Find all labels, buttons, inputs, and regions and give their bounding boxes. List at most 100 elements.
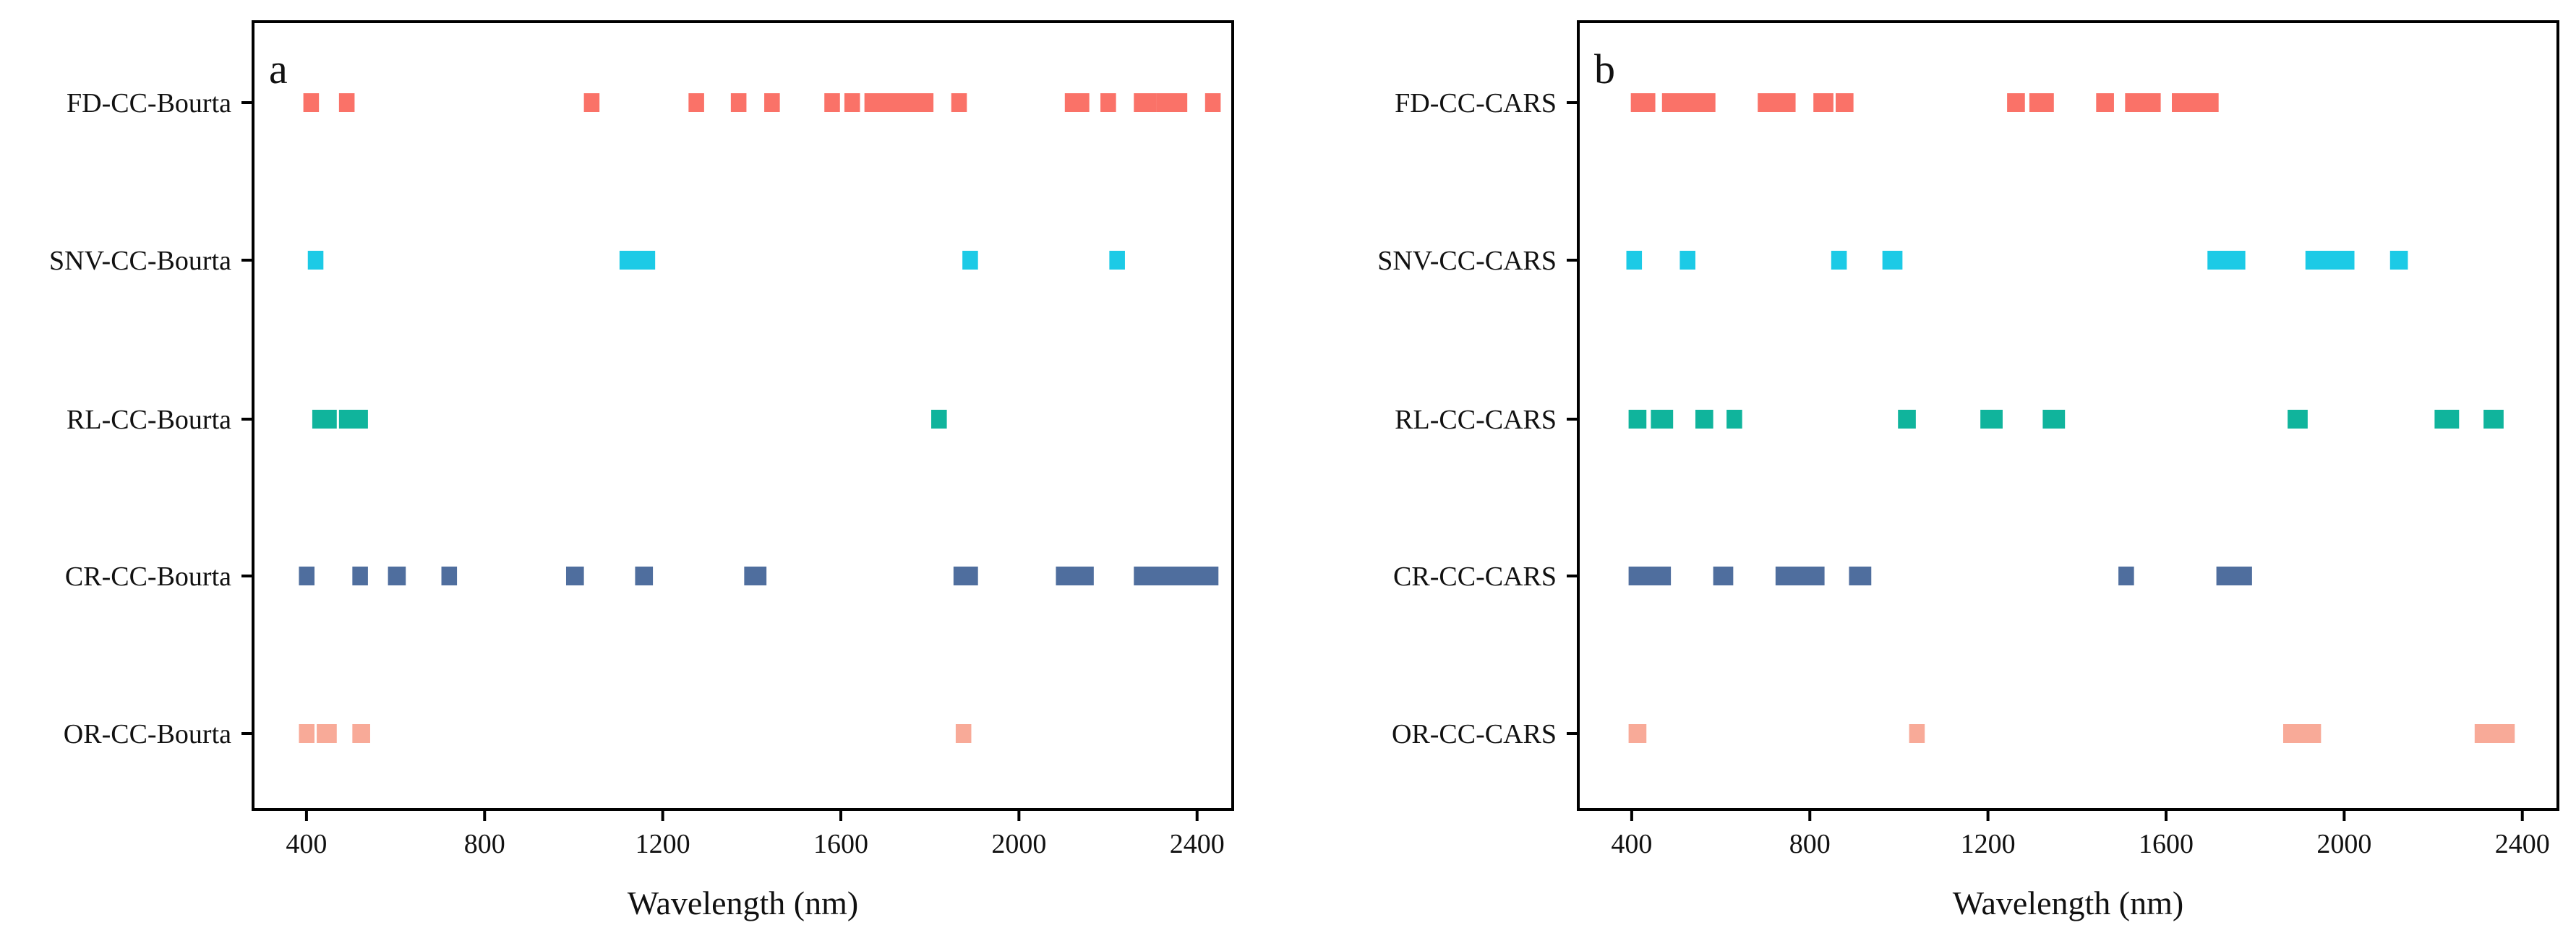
selected-band-mark	[2207, 251, 2246, 270]
selected-band-mark	[352, 567, 368, 585]
selected-band-mark	[1626, 251, 1643, 270]
selected-band-mark	[583, 93, 600, 112]
selected-band-mark	[1628, 567, 1672, 585]
selected-band-mark	[1651, 410, 1674, 429]
panel-label: b	[1594, 46, 1615, 93]
selected-band-mark	[2305, 251, 2355, 270]
selected-band-mark	[1156, 93, 1188, 112]
selected-band-mark	[951, 93, 967, 112]
selected-band-mark	[962, 251, 978, 270]
y-category-label: FD-CC-Bourta	[67, 88, 231, 119]
selected-band-mark	[299, 567, 314, 585]
panel-label: a	[269, 46, 288, 93]
series-fd-cc-bourta	[303, 93, 1221, 112]
x-tick-label: 1200	[636, 829, 690, 859]
selected-band-mark	[2474, 724, 2515, 743]
selected-band-mark	[2125, 93, 2161, 112]
x-tick-label: 400	[286, 829, 327, 859]
x-axis-title: Wavelength (nm)	[628, 885, 858, 921]
selected-band-mark	[1109, 251, 1125, 270]
selected-band-mark	[844, 93, 860, 112]
selected-band-mark	[730, 93, 747, 112]
selected-band-mark	[1849, 567, 1872, 585]
selected-band-mark	[2483, 410, 2504, 429]
selected-band-mark	[2288, 410, 2308, 429]
selected-band-mark	[2434, 410, 2460, 429]
x-tick-label: 1600	[2139, 829, 2194, 859]
selected-band-mark	[1204, 93, 1221, 112]
selected-band-mark	[338, 410, 368, 429]
selected-band-mark	[1056, 567, 1094, 585]
series-snv-cc-bourta	[307, 251, 1125, 270]
panel-b: b 400 800 1200 1600 2000 2400 Wavelength (nm) FD…	[1377, 20, 2559, 921]
plot-frame	[252, 20, 1234, 811]
selected-band-mark	[352, 724, 370, 743]
y-category-label: SNV-CC-Bourta	[49, 246, 231, 276]
selected-band-mark	[565, 567, 584, 585]
selected-band-mark	[2282, 724, 2322, 743]
selected-band-mark	[1898, 410, 1916, 429]
y-category-label: CR-CC-Bourta	[65, 562, 231, 592]
y-category-label: OR-CC-Bourta	[64, 719, 231, 749]
selected-band-mark	[1726, 410, 1742, 429]
series-rl-cc-bourta	[312, 410, 947, 429]
series-rl-cc-cars	[1628, 410, 2504, 429]
selected-band-mark	[1679, 251, 1695, 270]
selected-band-mark	[299, 724, 314, 743]
selected-band-mark	[1980, 410, 2003, 429]
selected-band-mark	[931, 410, 947, 429]
x-tick-label: 800	[464, 829, 505, 859]
series-or-cc-bourta	[299, 724, 972, 743]
selected-band-mark	[955, 724, 972, 743]
series-fd-cc-cars	[1630, 93, 2219, 112]
panel-a: a 400 800 1200 1600 2000 2400 Wavelength (nm) FD…	[49, 20, 1234, 921]
series-cr-cc-bourta	[299, 567, 1219, 585]
selected-band-mark	[824, 93, 840, 112]
selected-band-mark	[764, 93, 780, 112]
x-tick-label: 400	[1611, 829, 1652, 859]
y-category-label: CR-CC-CARS	[1393, 562, 1557, 592]
selected-band-mark	[1064, 93, 1090, 112]
x-tick-label: 2000	[2316, 829, 2371, 859]
selected-band-mark	[1695, 410, 1713, 429]
selected-band-mark	[953, 567, 978, 585]
selected-band-mark	[2118, 567, 2134, 585]
selected-band-mark	[307, 251, 324, 270]
selected-band-mark	[744, 567, 767, 585]
y-category-label: OR-CC-CARS	[1392, 719, 1557, 749]
selected-band-mark	[1661, 93, 1716, 112]
series-snv-cc-cars	[1626, 251, 2408, 270]
x-axis-title: Wavelength (nm)	[1953, 885, 2183, 921]
selected-band-mark	[2389, 251, 2408, 270]
y-category-label: SNV-CC-CARS	[1377, 246, 1557, 276]
y-category-label: RL-CC-Bourta	[67, 405, 231, 435]
y-category-label: RL-CC-CARS	[1395, 405, 1557, 435]
x-tick-label: 1200	[1961, 829, 2016, 859]
selected-band-mark	[2029, 93, 2054, 112]
selected-band-mark	[1758, 93, 1796, 112]
selected-band-mark	[2007, 93, 2025, 112]
selected-band-mark	[1628, 410, 1647, 429]
selected-band-mark	[2216, 567, 2252, 585]
selected-band-mark	[1831, 251, 1847, 270]
selected-band-mark	[2042, 410, 2066, 429]
selected-band-mark	[864, 93, 934, 112]
x-tick-label: 1600	[813, 829, 868, 859]
selected-band-mark	[303, 93, 320, 112]
selected-band-mark	[1835, 93, 1854, 112]
selected-band-mark	[317, 724, 337, 743]
x-tick-label: 2400	[1170, 829, 1225, 859]
selected-band-mark	[1134, 93, 1157, 112]
series-cr-cc-cars	[1628, 567, 2252, 585]
selected-band-mark	[441, 567, 458, 585]
selected-band-mark	[388, 567, 406, 585]
selected-band-mark	[1134, 567, 1219, 585]
selected-band-mark	[635, 567, 654, 585]
selected-band-mark	[619, 251, 656, 270]
selected-band-mark	[1882, 251, 1903, 270]
selected-band-mark	[1100, 93, 1116, 112]
selected-band-mark	[1909, 724, 1925, 743]
selected-band-mark	[1713, 567, 1734, 585]
series-or-cc-cars	[1628, 724, 2515, 743]
